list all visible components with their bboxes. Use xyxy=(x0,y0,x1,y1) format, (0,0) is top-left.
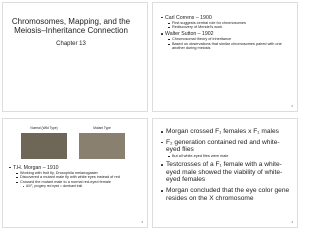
bullet-item: All F₁ progeny red eyed = dominant trait xyxy=(7,184,143,188)
bullet-item: Crossed the mutant male to a normal red-… xyxy=(7,180,143,185)
bullet-item: Rediscovery of Mendel's work xyxy=(159,25,291,30)
bullet-item: Carl Correns – 1900 xyxy=(159,15,291,21)
handout-page: Chromosomes, Mapping, and the Meiosis–In… xyxy=(2,2,298,228)
bullet-item: But all white-eyed flies were male xyxy=(159,154,293,159)
slide: Morgan crossed F₁ females x F₁ males F₂ g… xyxy=(152,118,298,228)
bullet-item: Walter Sutton – 1902 xyxy=(159,31,291,37)
bullet-item: Morgan crossed F₁ females x F₁ males xyxy=(159,128,293,136)
fly-photo xyxy=(79,133,125,159)
slide-number: 4 xyxy=(291,220,293,224)
slide-number: 2 xyxy=(291,104,293,108)
bullet-item: Working with fruit fly, Drosophila melan… xyxy=(7,171,143,176)
bullet-item: Discovered a mutant male fly with white … xyxy=(7,175,143,180)
slide-number: 3 xyxy=(141,220,143,224)
bullet-list: Morgan crossed F₁ females x F₁ males F₂ g… xyxy=(159,125,293,202)
slide: Carl Correns – 1900 First suggests centra… xyxy=(152,2,298,112)
bullet-item: First suggests central role for chromoso… xyxy=(159,21,291,26)
slide: Chromosomes, Mapping, and the Meiosis–In… xyxy=(2,2,148,112)
bullet-item: Chromosomal theory of inheritance xyxy=(159,37,291,42)
bullet-list: T.H. Morgan – 1910 Working with fruit fly… xyxy=(7,163,143,188)
slide-title: Chromosomes, Mapping, and the Meiosis–In… xyxy=(11,17,131,35)
slide-subtitle: Chapter 13 xyxy=(56,41,86,47)
image-caption: Normal (Wild Type) xyxy=(30,126,58,130)
bullet-item: T.H. Morgan – 1910 xyxy=(7,165,143,171)
bullet-item: Morgan concluded that the eye color gene… xyxy=(159,187,293,202)
fly-photo xyxy=(21,133,67,159)
bullet-item: Based on observations that similar chrom… xyxy=(159,42,291,51)
bullet-list: Carl Correns – 1900 First suggests centra… xyxy=(159,13,291,51)
bullet-item: Testcrosses of a F₁ female with a white-… xyxy=(159,161,293,184)
image-caption: Mutant Type xyxy=(93,126,111,130)
bullet-item: F₂ generation contained red and white-ey… xyxy=(159,139,293,154)
slide: T.H. Morgan – 1910 Working with fruit fly… xyxy=(2,118,148,228)
